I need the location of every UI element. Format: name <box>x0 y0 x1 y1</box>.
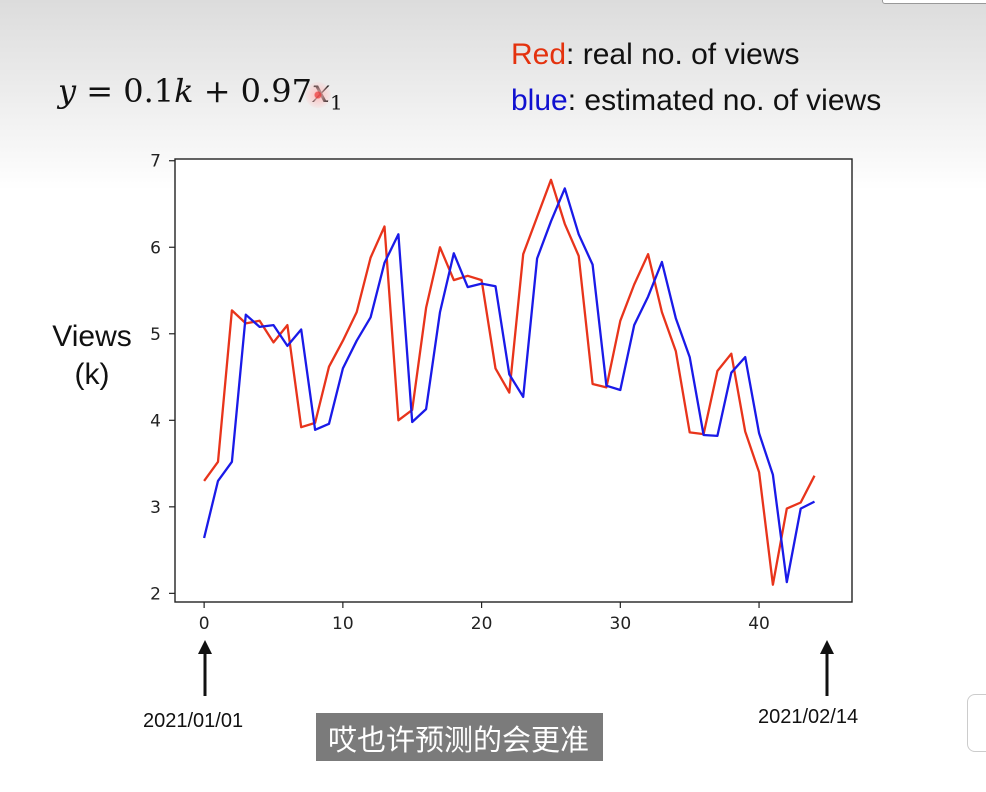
end-arrow-icon <box>820 640 834 696</box>
y-axis-title: Views (k) <box>40 318 144 394</box>
start-date-label: 2021/01/01 <box>143 710 244 732</box>
formula-plus: + <box>203 72 231 110</box>
formula-var-k: k <box>174 72 194 110</box>
end-date-label: 2021/02/14 <box>758 706 859 728</box>
formula-equals: = <box>86 72 114 110</box>
formula-subscript: 1 <box>329 90 343 115</box>
legend-estimated: blue: estimated no. of views <box>511 84 881 118</box>
x-tick-label: 40 <box>748 614 770 634</box>
legend-red-word: Red <box>511 38 567 71</box>
legend-blue-word: blue <box>511 84 568 117</box>
series-line-blue <box>202 187 816 584</box>
y-tick-label: 2 <box>150 584 161 604</box>
series-line-red <box>203 178 816 586</box>
side-panel-tab[interactable] <box>967 694 986 752</box>
formula-coef-2: 0.97 <box>240 72 312 110</box>
legend-real: Red: real no. of views <box>511 38 799 72</box>
y-tick-label: 3 <box>150 498 161 518</box>
formula-lhs: y <box>58 72 77 110</box>
y-tick-label: 7 <box>150 152 161 172</box>
x-tick-label: 20 <box>471 614 493 634</box>
y-axis-title-line2: (k) <box>74 358 110 391</box>
top-toolbar-edge <box>882 0 986 4</box>
legend-red-text: : real no. of views <box>566 38 800 71</box>
x-tick-label: 10 <box>332 614 354 634</box>
y-tick-label: 6 <box>150 238 161 258</box>
start-arrow-icon <box>198 640 212 696</box>
x-tick-label: 0 <box>199 614 210 634</box>
laser-pointer-icon <box>305 82 331 108</box>
legend-blue-text: : estimated no. of views <box>567 84 882 117</box>
formula-coef-1: 0.1 <box>123 72 175 110</box>
y-tick-label: 4 <box>150 411 161 431</box>
video-subtitle: 哎也许预测的会更准 <box>316 713 604 761</box>
x-tick-label: 30 <box>610 614 632 634</box>
y-axis-title-line1: Views <box>52 320 132 353</box>
y-tick-label: 5 <box>150 325 161 345</box>
